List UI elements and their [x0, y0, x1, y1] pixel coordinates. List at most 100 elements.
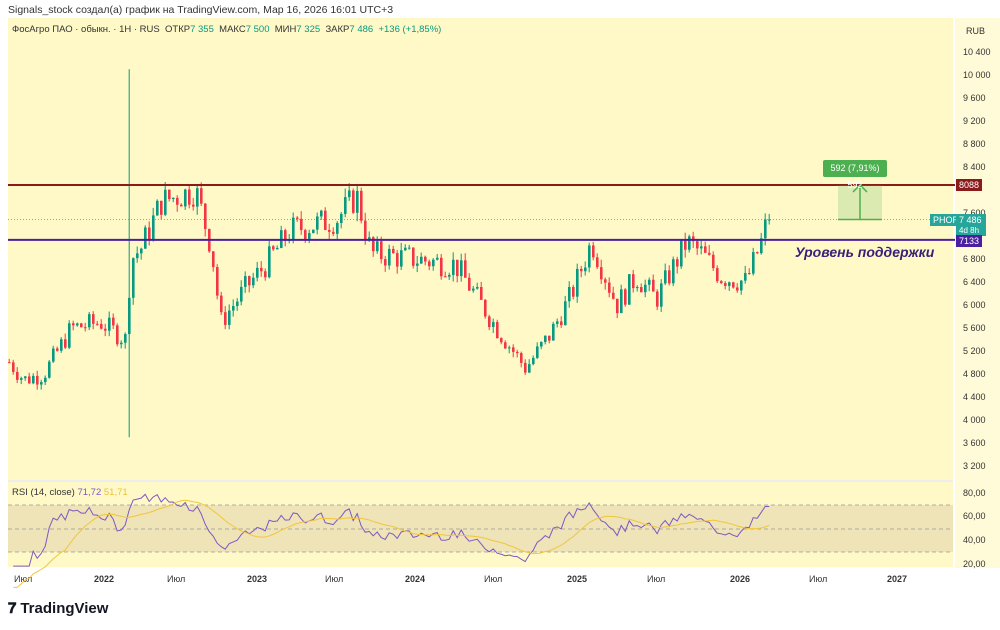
candle-body: [368, 237, 371, 240]
candle-body: [704, 246, 707, 253]
candle-body: [524, 362, 527, 373]
rsi-tick: 60,00: [963, 511, 986, 521]
candle-body: [320, 210, 323, 217]
candle-body: [120, 342, 123, 345]
price-tick: 6 800: [963, 254, 986, 264]
candle-body: [184, 189, 187, 207]
price-tick: 10 000: [963, 70, 991, 80]
currency-label: RUB: [966, 26, 985, 36]
price-tick: 8 800: [963, 139, 986, 149]
candle-body: [492, 322, 495, 327]
candle-body: [64, 339, 67, 348]
candle-body: [408, 247, 411, 249]
price-chart[interactable]: RUB 10 400 10 000 9 600 9 200 8 800 8 400 7 600…: [0, 16, 1000, 596]
candle-body: [396, 253, 399, 267]
candle-body: [460, 260, 463, 277]
time-tick: Июл: [167, 574, 185, 584]
candle-body: [52, 348, 55, 362]
candle-body: [204, 203, 207, 230]
candle-body: [100, 324, 103, 329]
candle-body: [232, 306, 235, 311]
candle-body: [468, 277, 471, 291]
price-tick: 4 800: [963, 369, 986, 379]
candle-body: [556, 321, 559, 324]
candle-body: [360, 190, 363, 221]
candle-body: [76, 323, 79, 326]
candle-body: [564, 301, 567, 326]
candle-body: [732, 282, 735, 288]
candle-body: [464, 260, 467, 278]
candle-body: [236, 301, 239, 307]
candle-body: [696, 241, 699, 249]
candle-body: [72, 323, 75, 326]
candle-body: [756, 252, 759, 254]
time-tick: 2026: [730, 574, 750, 584]
close-label: ЗАКР: [325, 24, 350, 35]
candle-body: [24, 376, 27, 379]
candle-body: [728, 282, 731, 286]
candle-body: [484, 299, 487, 317]
rsi-title: RSI (14, close): [12, 487, 75, 498]
candle-body: [372, 237, 375, 252]
candle-body: [300, 218, 303, 231]
rsi-ma-line: [13, 499, 770, 588]
candle-body: [656, 291, 659, 307]
rsi-line: [13, 493, 770, 567]
time-tick: 2024: [405, 574, 425, 584]
candle-body: [164, 189, 167, 215]
candle-body: [576, 268, 579, 297]
candle-body: [188, 189, 191, 205]
candle-body: [516, 351, 519, 354]
candle-body: [648, 279, 651, 285]
candle-body: [268, 246, 271, 278]
price-axis-bg: [955, 18, 1000, 568]
candle-body: [716, 268, 719, 282]
candle-body: [752, 252, 755, 274]
brand-name: TradingView: [20, 600, 109, 617]
candle-body: [264, 271, 267, 278]
candle-body: [20, 378, 23, 380]
symbol-legend: ФосАгро ПАО · обыкн. · 1H · RUS ОТКР7 35…: [12, 24, 441, 35]
candle-body: [88, 314, 91, 328]
candle-body: [212, 251, 215, 268]
price-tick: 9 600: [963, 93, 986, 103]
price-tick: 10 400: [963, 47, 991, 57]
tradingview-logo[interactable]: 𝟕 TradingView: [8, 600, 108, 617]
candle-body: [424, 256, 427, 262]
candle-body: [616, 298, 619, 314]
candle-body: [476, 287, 479, 289]
candle-body: [416, 263, 419, 266]
candle-body: [764, 219, 767, 239]
candle-body: [724, 283, 727, 286]
open-label: ОТКР: [165, 24, 191, 35]
candle-body: [480, 287, 483, 300]
candle-body: [508, 347, 511, 349]
rsi-ma-value: 51,71: [103, 487, 128, 498]
candle-body: [220, 295, 223, 313]
candle-body: [296, 217, 299, 219]
price-tick: 9 200: [963, 116, 986, 126]
candle-body: [148, 227, 151, 240]
candle-body: [536, 346, 539, 358]
time-tick: 2022: [94, 574, 114, 584]
candle-body: [572, 286, 575, 297]
candle-body: [388, 248, 391, 266]
candle-body: [316, 216, 319, 230]
candle-body: [16, 371, 19, 380]
price-tick: 6 400: [963, 277, 986, 287]
candle-body: [528, 364, 531, 373]
candle-body: [104, 328, 107, 331]
rsi-tick: 40,00: [963, 535, 986, 545]
candle-body: [392, 248, 395, 254]
candle-body: [504, 342, 507, 349]
rsi-tick: 80,00: [963, 488, 986, 498]
candle-body: [708, 252, 711, 255]
candle-body: [364, 220, 367, 240]
candle-body: [596, 257, 599, 268]
candle-body: [224, 312, 227, 325]
high-value: 7 500: [245, 24, 270, 35]
price-tick: 5 200: [963, 346, 986, 356]
candle-body: [356, 190, 359, 213]
candle-body: [168, 189, 171, 200]
price-tick: 7 600: [963, 208, 986, 218]
